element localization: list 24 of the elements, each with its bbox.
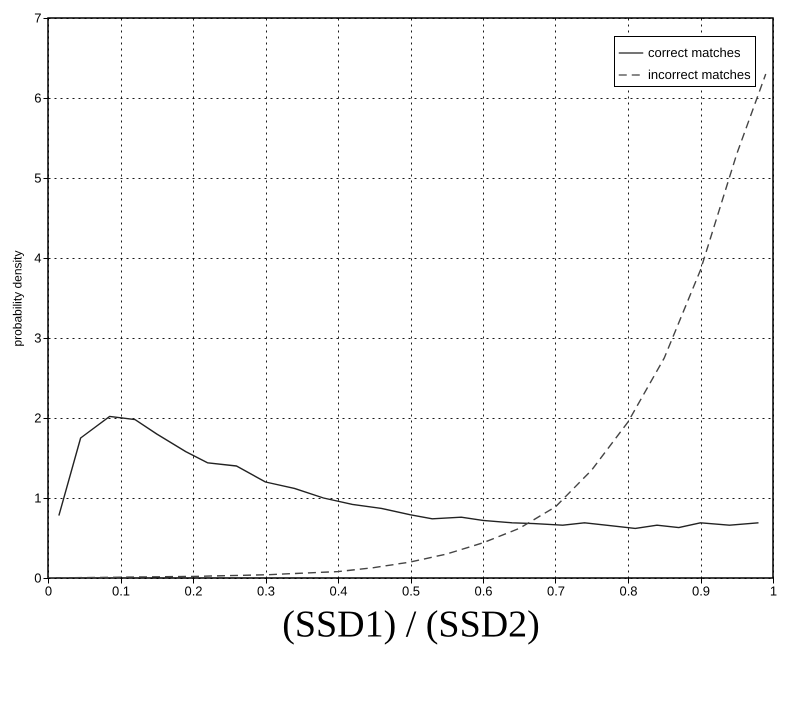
y-tick-label: 5: [34, 170, 42, 186]
y-tick-label: 6: [34, 90, 42, 106]
y-tick-label: 0: [34, 570, 42, 586]
x-tick-label: 0.8: [619, 584, 638, 598]
y-tick-label: 3: [34, 330, 42, 346]
x-tick-label: 0.4: [329, 584, 348, 598]
x-tick-label: 0.2: [184, 584, 203, 598]
x-tick-label: 0.3: [256, 584, 276, 598]
x-tick-label: 0.7: [546, 584, 566, 598]
y-tick-label: 2: [34, 410, 42, 426]
y-tick-label: 4: [34, 250, 42, 266]
y-tick-label: 1: [34, 490, 42, 506]
x-tick-label: 0.1: [112, 584, 130, 598]
x-tick-label: 1: [770, 584, 778, 598]
legend-label: incorrect matches: [648, 67, 752, 82]
x-tick-label: 0: [44, 584, 52, 598]
legend-label: correct matches: [648, 45, 741, 60]
x-tick-label: 0.5: [402, 584, 420, 598]
x-axis-title: (SSD1) / (SSD2): [282, 604, 540, 646]
y-tick-label: 7: [34, 10, 42, 26]
y-axis-title: probability density: [10, 250, 24, 347]
x-tick-label: 0.6: [474, 584, 493, 598]
line-series: [58, 416, 760, 530]
x-tick-label: 0.9: [692, 584, 710, 598]
